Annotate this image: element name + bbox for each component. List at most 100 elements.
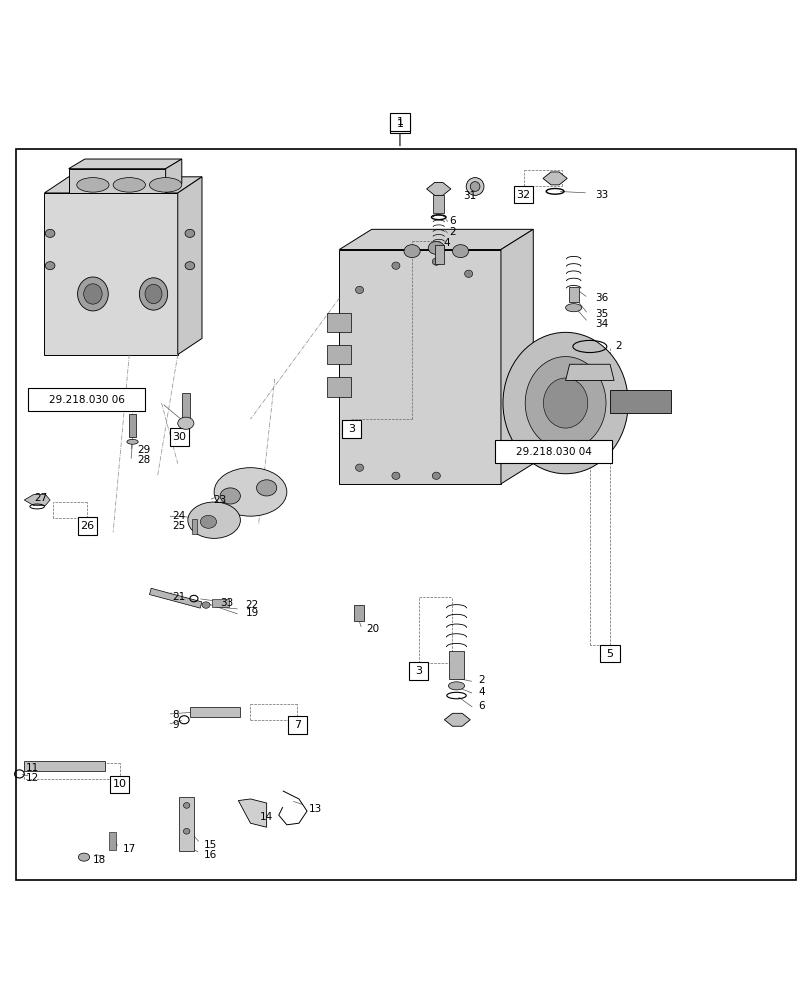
FancyBboxPatch shape	[28, 388, 145, 411]
Ellipse shape	[187, 502, 241, 538]
Text: 31: 31	[463, 191, 476, 201]
Ellipse shape	[178, 417, 194, 429]
Text: 2: 2	[616, 341, 622, 351]
Text: 18: 18	[93, 855, 106, 865]
Bar	[354, 605, 364, 621]
Bar	[327, 313, 351, 332]
Bar	[212, 599, 229, 607]
Ellipse shape	[183, 828, 190, 834]
Text: 24: 24	[172, 511, 185, 521]
Text: 35: 35	[595, 309, 608, 319]
Text: 14: 14	[260, 812, 273, 822]
Ellipse shape	[113, 178, 145, 192]
Ellipse shape	[149, 178, 182, 192]
Polygon shape	[501, 229, 533, 484]
Polygon shape	[166, 159, 182, 193]
FancyBboxPatch shape	[288, 716, 307, 734]
Polygon shape	[69, 159, 182, 169]
Bar	[109, 832, 116, 850]
Ellipse shape	[392, 262, 400, 269]
Text: 29: 29	[137, 445, 150, 455]
Ellipse shape	[448, 682, 465, 690]
Ellipse shape	[356, 286, 364, 294]
Text: 29.218.030 04: 29.218.030 04	[516, 447, 592, 457]
Polygon shape	[339, 229, 533, 250]
Text: 22: 22	[246, 600, 259, 610]
FancyBboxPatch shape	[409, 662, 428, 680]
Text: 29.218.030 06: 29.218.030 06	[49, 395, 125, 405]
Bar	[569, 287, 579, 302]
Text: 16: 16	[204, 850, 217, 860]
Text: 9: 9	[172, 720, 179, 730]
Ellipse shape	[465, 270, 473, 277]
Ellipse shape	[78, 853, 90, 861]
Bar	[449, 651, 464, 679]
FancyBboxPatch shape	[600, 645, 620, 662]
Text: 26: 26	[80, 521, 95, 531]
Ellipse shape	[45, 262, 55, 270]
Text: 33: 33	[595, 190, 608, 200]
Polygon shape	[69, 169, 166, 193]
Text: 3: 3	[415, 666, 422, 676]
Text: 2: 2	[478, 675, 485, 685]
Polygon shape	[238, 799, 267, 827]
Bar	[24, 761, 105, 771]
Ellipse shape	[84, 284, 102, 304]
FancyBboxPatch shape	[110, 776, 129, 793]
FancyBboxPatch shape	[78, 517, 97, 535]
Ellipse shape	[45, 229, 55, 237]
Ellipse shape	[428, 241, 444, 254]
Ellipse shape	[202, 602, 210, 608]
FancyBboxPatch shape	[514, 186, 533, 203]
Ellipse shape	[566, 304, 582, 312]
Ellipse shape	[356, 464, 364, 471]
Ellipse shape	[200, 515, 217, 528]
Ellipse shape	[183, 803, 190, 808]
Ellipse shape	[466, 178, 484, 195]
Bar	[435, 245, 444, 264]
Text: 13: 13	[309, 804, 322, 814]
Ellipse shape	[185, 229, 195, 237]
Text: 34: 34	[595, 319, 608, 329]
Text: 33: 33	[220, 598, 233, 608]
Ellipse shape	[78, 277, 108, 311]
Text: 2: 2	[449, 227, 456, 237]
Polygon shape	[566, 364, 614, 380]
Text: 12: 12	[26, 773, 39, 783]
Ellipse shape	[127, 439, 138, 444]
Ellipse shape	[503, 332, 628, 474]
Text: 27: 27	[34, 493, 47, 503]
Bar	[190, 707, 240, 717]
Text: 7: 7	[294, 720, 301, 730]
FancyBboxPatch shape	[170, 428, 189, 446]
Ellipse shape	[432, 258, 440, 265]
Text: 30: 30	[172, 432, 187, 442]
Text: 5: 5	[607, 649, 613, 659]
Text: 10: 10	[112, 779, 127, 789]
Ellipse shape	[404, 245, 420, 258]
Bar	[179, 797, 194, 851]
Text: 23: 23	[213, 495, 226, 505]
Ellipse shape	[452, 245, 469, 258]
Bar	[129, 414, 136, 437]
Text: 8: 8	[172, 710, 179, 720]
Text: 20: 20	[366, 624, 379, 634]
Ellipse shape	[256, 480, 276, 496]
Text: 25: 25	[172, 521, 185, 531]
Text: 36: 36	[595, 293, 608, 303]
Text: 4: 4	[444, 238, 450, 248]
Bar	[327, 345, 351, 364]
Polygon shape	[339, 250, 501, 484]
Bar	[149, 588, 202, 608]
Ellipse shape	[214, 468, 287, 516]
Ellipse shape	[525, 357, 606, 450]
FancyBboxPatch shape	[495, 440, 612, 463]
Text: 1: 1	[397, 119, 403, 129]
Polygon shape	[44, 177, 202, 193]
Text: 28: 28	[137, 455, 150, 465]
Ellipse shape	[432, 472, 440, 479]
Bar	[192, 519, 197, 534]
Ellipse shape	[77, 178, 109, 192]
FancyBboxPatch shape	[390, 113, 410, 131]
Text: 32: 32	[516, 190, 531, 200]
